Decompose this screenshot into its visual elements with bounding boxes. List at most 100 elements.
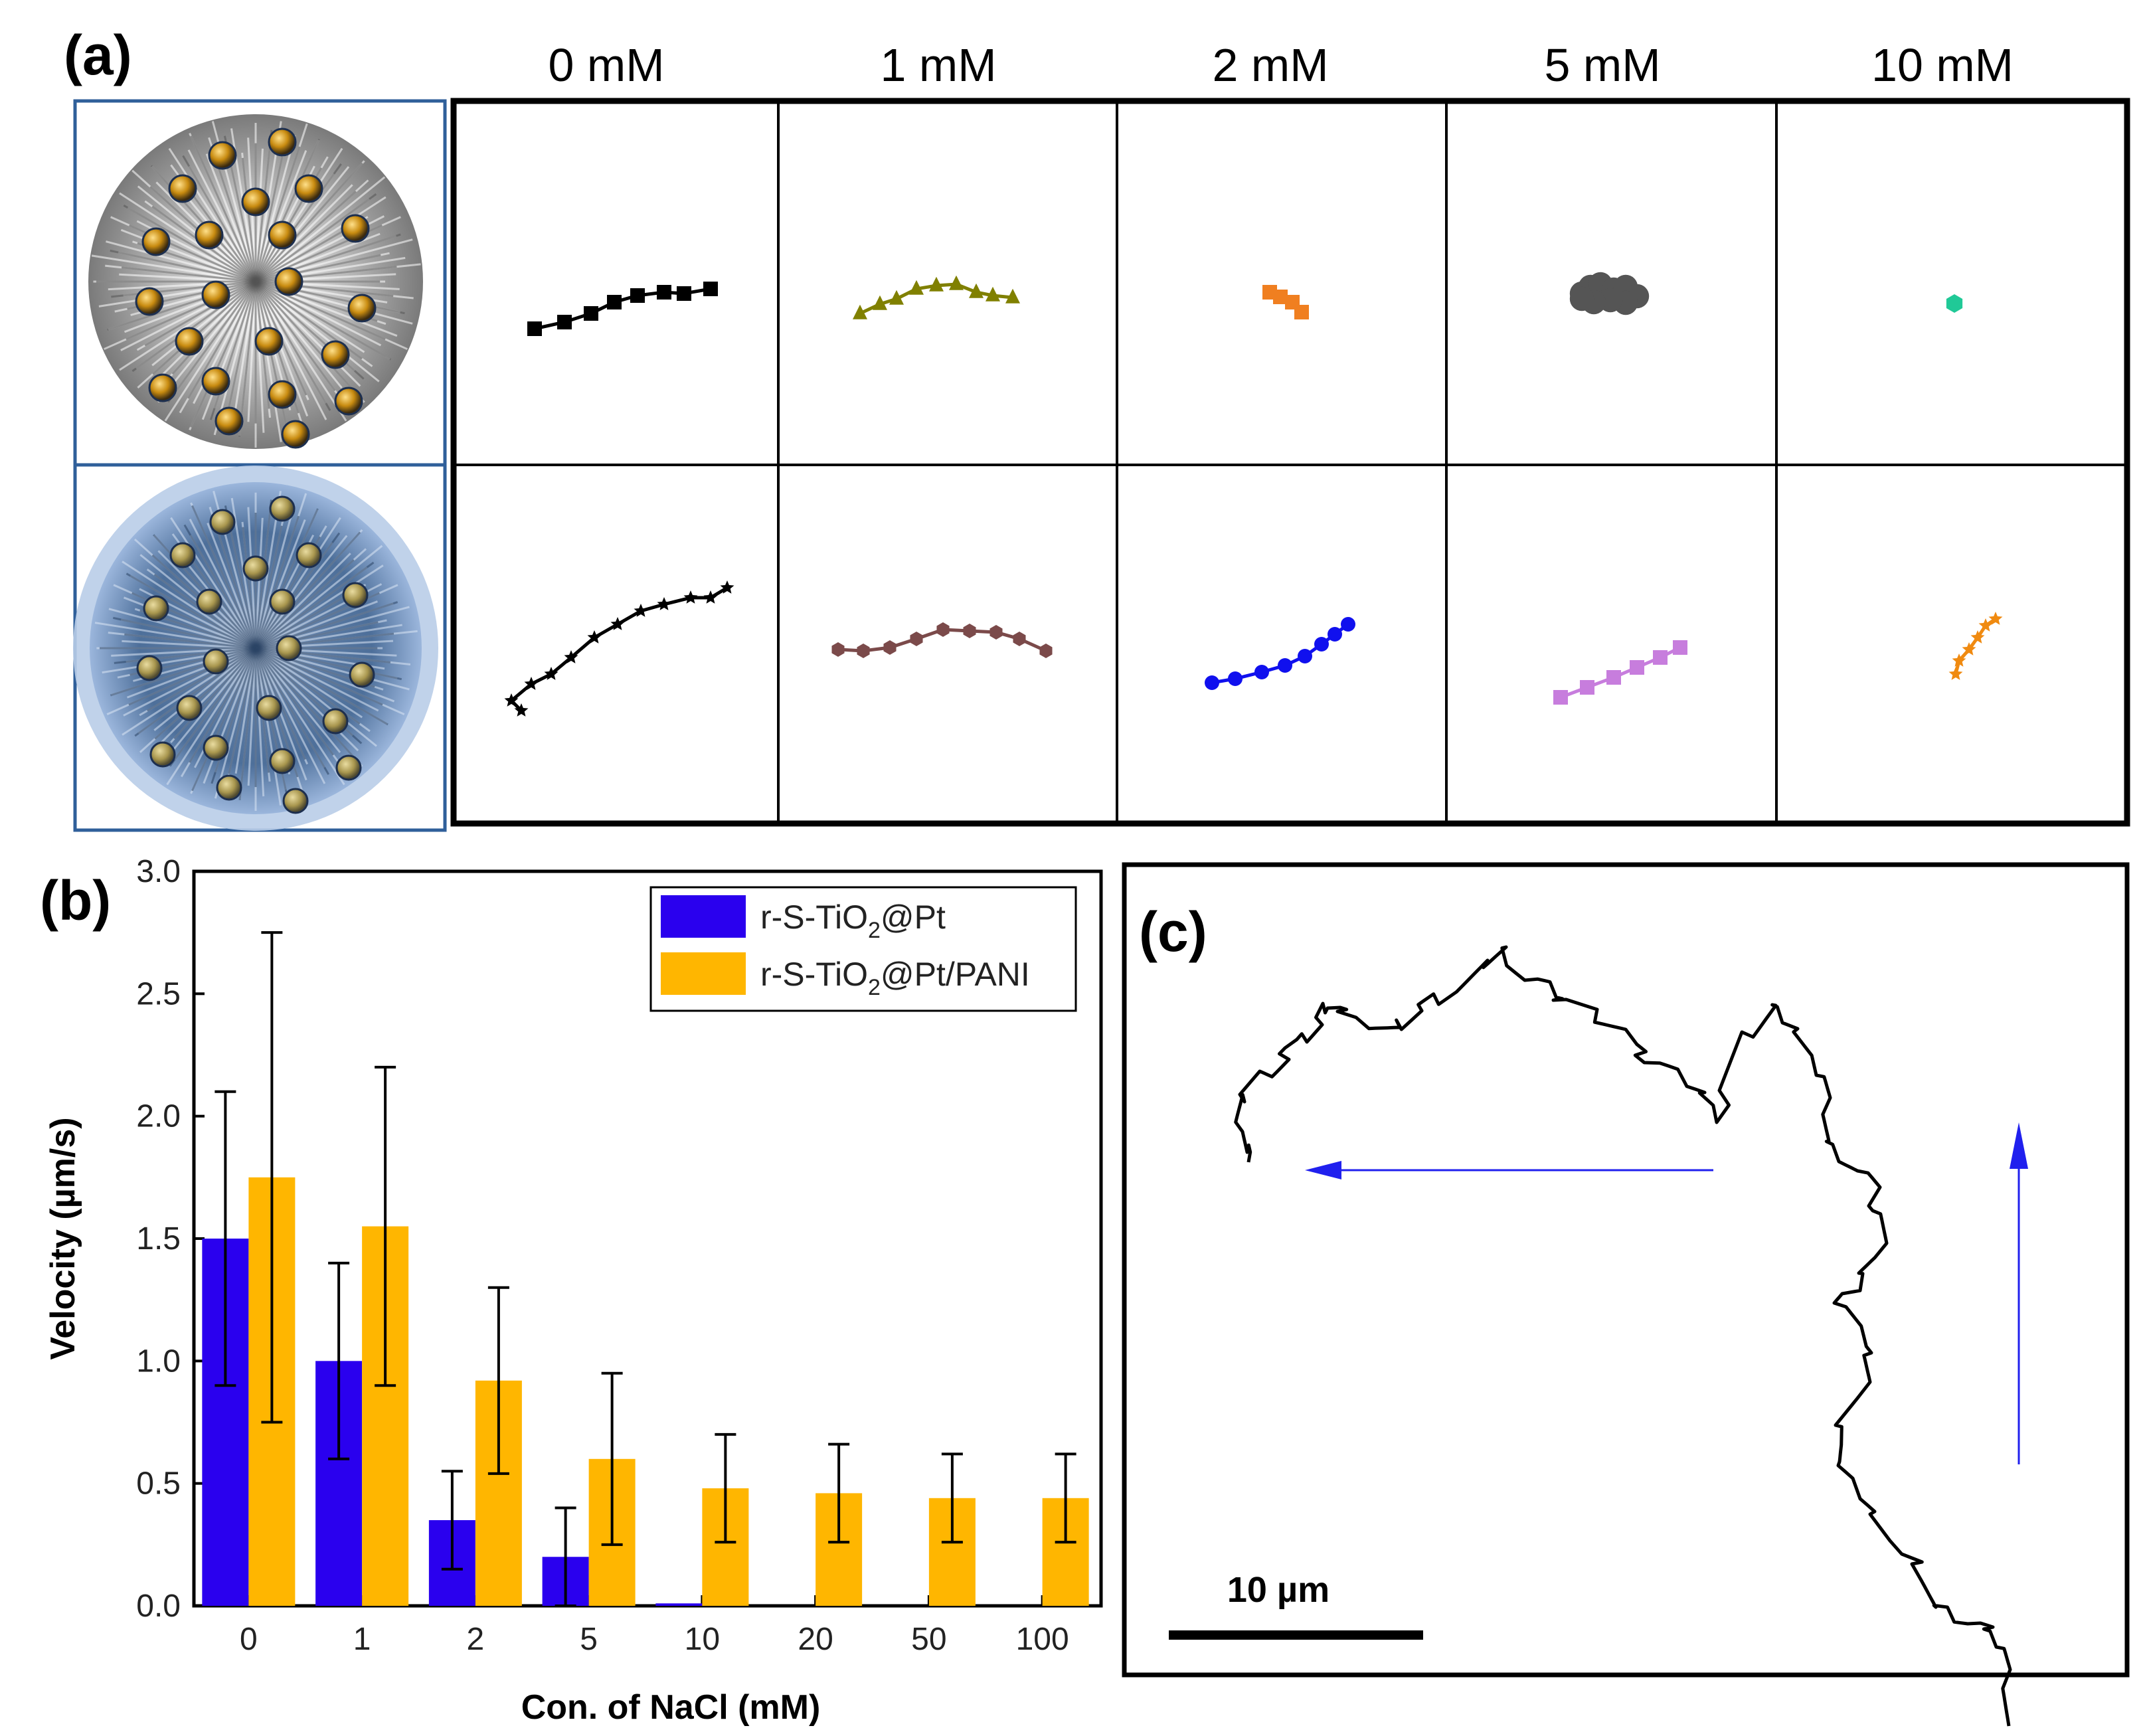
nanorod bbox=[207, 522, 257, 649]
trajectory-marker bbox=[969, 283, 984, 298]
nanorod bbox=[108, 280, 256, 291]
trajectory-marker bbox=[504, 693, 519, 707]
ts-tio2-pt-pani-sphere-illustration bbox=[73, 466, 438, 831]
schematic-column bbox=[73, 99, 447, 832]
trajectory-marker bbox=[831, 642, 845, 657]
trajectory-marker bbox=[1988, 612, 2003, 625]
legend-swatch bbox=[661, 895, 746, 938]
pt-nanoparticle bbox=[143, 595, 169, 622]
pt-nanoparticle bbox=[322, 708, 349, 735]
long-trajectory bbox=[1234, 945, 2028, 1727]
pt-nanoparticle bbox=[349, 661, 375, 688]
nanorod bbox=[242, 527, 257, 649]
nanorod bbox=[147, 647, 256, 712]
error-bar bbox=[1055, 1452, 1076, 1544]
nanorod bbox=[254, 508, 319, 649]
nanorod bbox=[152, 280, 257, 375]
nanorod bbox=[108, 608, 256, 650]
panel-c-frame bbox=[1122, 862, 2130, 1678]
error-bar bbox=[828, 1442, 850, 1544]
trajectory-marker bbox=[703, 590, 718, 604]
pt-nanoparticle bbox=[242, 555, 269, 582]
nanorod bbox=[254, 648, 282, 806]
trajectory-marker bbox=[610, 617, 625, 630]
scale-bar-label: 10 µm bbox=[1227, 1570, 1330, 1610]
trajectory-marker bbox=[1606, 670, 1621, 685]
nanorod bbox=[254, 281, 336, 392]
nanorod bbox=[234, 281, 257, 410]
nanorod bbox=[254, 648, 335, 756]
pt-nanoparticle bbox=[196, 588, 222, 615]
y-tick-label: 1.0 bbox=[136, 1344, 181, 1379]
trajectory-marker bbox=[949, 275, 964, 290]
x-tick-label: 20 bbox=[798, 1622, 833, 1657]
trajectory-marker bbox=[909, 280, 924, 295]
nanorod bbox=[128, 647, 256, 706]
trajectory-marker bbox=[634, 604, 648, 617]
nanorod bbox=[254, 163, 342, 282]
trajectory-marker bbox=[910, 632, 923, 646]
nanorod bbox=[254, 517, 341, 649]
trajectory-cell bbox=[504, 580, 734, 717]
nanorod bbox=[126, 647, 256, 699]
trajectory-marker bbox=[1653, 650, 1668, 665]
x-tick-label: 1 bbox=[353, 1622, 371, 1657]
nanorod bbox=[254, 281, 309, 417]
trajectory-marker bbox=[584, 306, 598, 321]
trajectory-marker bbox=[936, 622, 950, 637]
nanorod bbox=[254, 559, 355, 650]
nanorod bbox=[167, 281, 257, 403]
trajectory-grid bbox=[450, 98, 2130, 827]
nanorod bbox=[254, 162, 363, 283]
error-bar bbox=[214, 1090, 236, 1387]
nanorod bbox=[214, 522, 257, 649]
nanorod bbox=[110, 249, 256, 283]
nanorod bbox=[168, 147, 257, 282]
trajectory-marker bbox=[1278, 658, 1292, 673]
trajectory-marker bbox=[1294, 305, 1309, 319]
pt-nanoparticle bbox=[169, 542, 196, 568]
trajectory-marker bbox=[883, 640, 897, 655]
pt-nanoparticle bbox=[274, 267, 303, 296]
nanorod bbox=[254, 517, 264, 649]
nanorod bbox=[241, 157, 257, 282]
concentration-headers: 0 mM 1 mM 2 mM 5 mM 10 mM bbox=[549, 39, 2014, 91]
nanorod bbox=[102, 647, 256, 674]
nanorod bbox=[119, 192, 256, 283]
nanorod bbox=[190, 135, 257, 282]
nanorod bbox=[255, 545, 383, 650]
nanorod bbox=[255, 561, 375, 650]
nanorod bbox=[254, 535, 348, 649]
trajectory-marker bbox=[527, 321, 542, 336]
trajectory-marker bbox=[1328, 627, 1342, 642]
trajectory-marker bbox=[1039, 644, 1053, 658]
nanorod bbox=[155, 647, 257, 749]
velocity-bar-chart: Con. of NaCl (mM) Velocity (µm/s) 0.0 0.5… bbox=[44, 854, 1103, 1727]
pt-nanoparticle bbox=[256, 695, 282, 721]
trajectory-cell bbox=[853, 275, 1020, 319]
ts-tio2-pt-sphere-illustration bbox=[88, 114, 423, 449]
nanorod bbox=[255, 193, 377, 283]
trajectory-marker bbox=[1341, 617, 1355, 632]
trajectory-marker bbox=[564, 650, 578, 663]
nanorod bbox=[255, 647, 377, 747]
trajectory-grid-frame bbox=[450, 98, 2130, 827]
pt-nanoparticle bbox=[296, 542, 322, 568]
nanorod bbox=[107, 280, 256, 331]
trajectory-marker bbox=[989, 625, 1003, 640]
nanorod bbox=[255, 647, 395, 703]
nanorod bbox=[124, 633, 256, 650]
nanorod bbox=[255, 647, 379, 712]
panel-b-label: (b) bbox=[40, 869, 111, 932]
trajectory-marker bbox=[657, 285, 671, 300]
pt-nanoparticle bbox=[203, 735, 229, 761]
pt-nanoparticle bbox=[201, 280, 230, 309]
pt-nanoparticle bbox=[208, 141, 237, 170]
nanorod bbox=[189, 648, 257, 763]
nanorod bbox=[254, 648, 265, 797]
trajectory-marker bbox=[630, 288, 645, 303]
nanorod bbox=[170, 517, 257, 649]
nanorod bbox=[173, 647, 257, 740]
nanorod bbox=[153, 647, 256, 731]
nanorod bbox=[254, 147, 343, 282]
